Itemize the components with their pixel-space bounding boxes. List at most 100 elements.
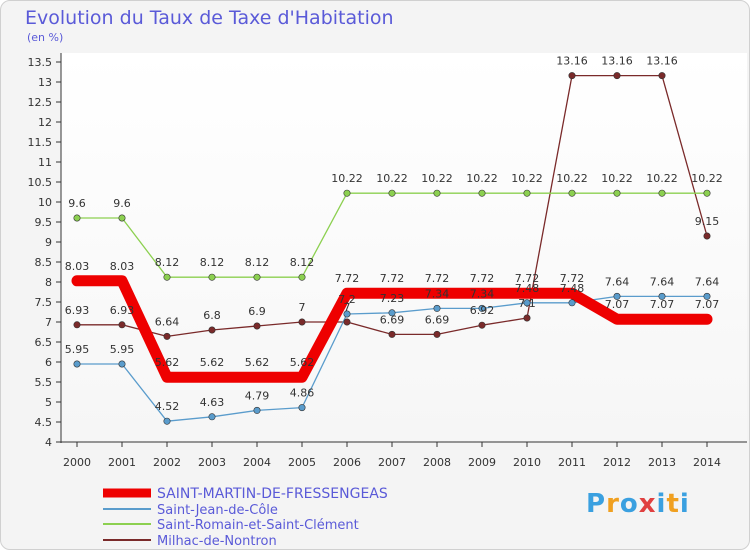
data-point: [568, 72, 576, 80]
data-label: 6.64: [155, 315, 180, 328]
logo-letter: r: [606, 489, 620, 519]
data-label: 13.16: [646, 55, 678, 68]
logo-letter: i: [656, 489, 667, 519]
y-tick-label: 8.5: [35, 256, 53, 269]
data-label: 6.93: [65, 304, 90, 317]
data-label: 4.79: [245, 389, 270, 402]
data-label: 10.22: [331, 172, 363, 185]
legend-label: Saint-Jean-de-Côle: [157, 503, 278, 518]
y-tick-label: 13: [38, 76, 52, 89]
x-tick-label: 2006: [333, 456, 361, 469]
data-label: 7.48: [560, 282, 585, 295]
data-point: [433, 330, 441, 338]
y-tick-label: 12.5: [28, 96, 53, 109]
data-label: 7: [299, 301, 306, 314]
x-tick-label: 2012: [603, 456, 631, 469]
data-label: 5.62: [200, 356, 225, 369]
series-line: [71, 275, 713, 383]
chart-title: Evolution du Taux de Taxe d'Habitation: [25, 7, 394, 29]
data-point: [343, 310, 351, 318]
data-label: 7.64: [650, 275, 675, 288]
data-label: 7.07: [695, 298, 720, 311]
data-label: 7.72: [470, 272, 495, 285]
data-point: [163, 332, 171, 340]
data-label: 4.63: [200, 396, 225, 409]
data-point: [658, 189, 666, 197]
x-tick-label: 2001: [108, 456, 136, 469]
data-point: [703, 189, 711, 197]
y-tick-label: 7: [45, 316, 52, 329]
data-label: 10.22: [556, 172, 588, 185]
data-label: 7.72: [515, 272, 540, 285]
data-point: [388, 330, 396, 338]
data-label: 7.72: [380, 272, 405, 285]
data-point: [343, 318, 351, 326]
data-label: 7.07: [650, 298, 675, 311]
legend-label: Milhac-de-Nontron: [157, 534, 277, 549]
data-label: 7.07: [605, 298, 630, 311]
y-tick-label: 6: [45, 356, 52, 369]
data-label: 5.95: [110, 343, 135, 356]
logo-letter: t: [666, 489, 680, 519]
chart-unit: (en %): [27, 31, 64, 44]
data-label: 7.23: [380, 292, 405, 305]
data-label: 8.03: [110, 260, 135, 273]
data-point: [703, 232, 711, 240]
data-label: 9.15: [695, 215, 720, 228]
data-point: [478, 304, 486, 312]
data-label: 7.64: [695, 275, 720, 288]
data-point: [658, 72, 666, 80]
data-label: 10.22: [601, 172, 633, 185]
legend-label: SAINT-MARTIN-DE-FRESSENGEAS: [157, 486, 388, 502]
x-tick-label: 2009: [468, 456, 496, 469]
data-label: 9.6: [113, 197, 131, 210]
data-label: 8.03: [65, 260, 90, 273]
data-label: 7.1: [518, 297, 536, 310]
data-label: 7.72: [560, 272, 585, 285]
data-point: [613, 189, 621, 197]
data-label: 7: [344, 301, 351, 314]
data-label: 5.62: [245, 356, 270, 369]
legend-label: Saint-Romain-et-Saint-Clément: [157, 518, 359, 533]
data-point: [208, 413, 216, 421]
y-tick-label: 12: [38, 116, 52, 129]
y-tick-label: 8: [45, 276, 52, 289]
plot-background: [61, 53, 747, 442]
data-point: [118, 321, 126, 329]
data-label: 9.6: [68, 197, 86, 210]
data-point: [253, 322, 261, 330]
data-label: 10.22: [421, 172, 453, 185]
data-point: [433, 189, 441, 197]
axes: 4 4.5 5 5.5 6 6.5 7 7.5 8 8.5 9 9.5 10 10.5 11 11.5 12 12…: [28, 53, 747, 469]
data-label: 10.22: [646, 172, 678, 185]
y-tick-label: 9.5: [35, 216, 53, 229]
data-label: 6.93: [110, 304, 135, 317]
data-label: 6.69: [425, 313, 450, 326]
proxiti-logo: Proxiti: [586, 489, 690, 519]
data-point: [658, 292, 666, 300]
data-label: 6.9: [248, 305, 266, 318]
y-tick-label: 6.5: [35, 336, 53, 349]
y-tick-label: 11: [38, 156, 52, 169]
data-point: [298, 273, 306, 281]
x-tick-label: 2002: [153, 456, 181, 469]
x-tick-label: 2000: [63, 456, 91, 469]
data-point: [568, 189, 576, 197]
data-point: [73, 360, 81, 368]
x-tick-label: 2007: [378, 456, 406, 469]
data-label: 4.52: [155, 400, 180, 413]
x-tick-label: 2010: [513, 456, 541, 469]
x-tick-label: 2013: [648, 456, 676, 469]
data-point: [523, 299, 531, 307]
data-point: [253, 273, 261, 281]
data-point: [478, 321, 486, 329]
x-tick-label: 2004: [243, 456, 271, 469]
data-label: 5.62: [155, 356, 180, 369]
data-label: 7.34: [425, 287, 450, 300]
data-label: 10.22: [376, 172, 408, 185]
data-label: 10.22: [466, 172, 498, 185]
data-label: 8.12: [200, 256, 225, 269]
legend: SAINT-MARTIN-DE-FRESSENGEASSaint-Jean-de…: [103, 486, 388, 549]
data-point: [298, 404, 306, 412]
